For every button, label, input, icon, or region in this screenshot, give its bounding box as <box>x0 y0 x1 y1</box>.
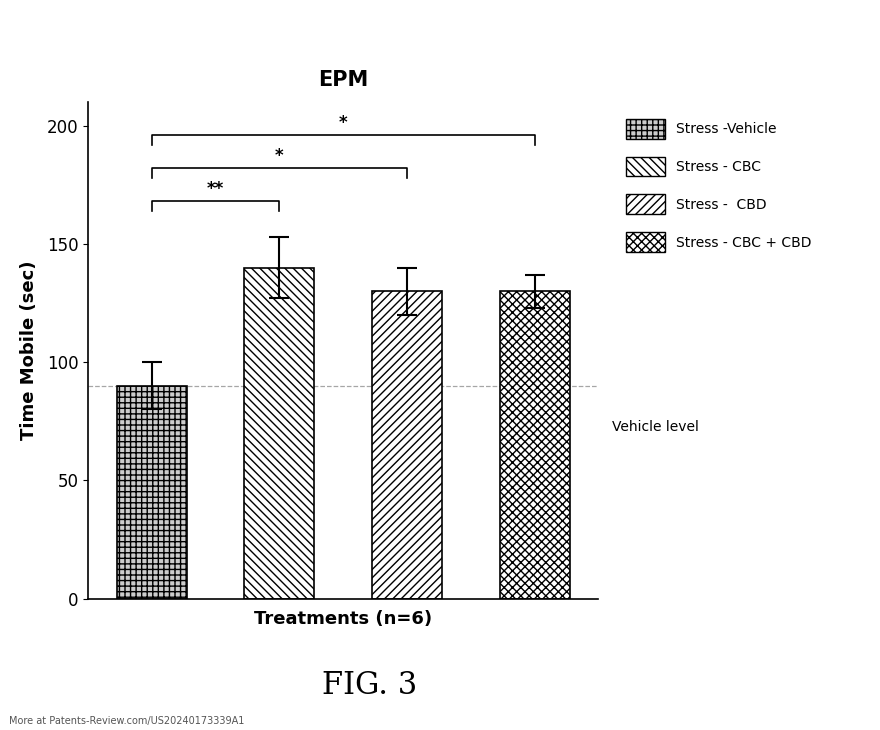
Text: **: ** <box>207 180 224 198</box>
Text: *: * <box>339 114 348 131</box>
Text: More at Patents-Review.com/US20240173339A1: More at Patents-Review.com/US20240173339… <box>9 716 244 726</box>
X-axis label: Treatments (n=6): Treatments (n=6) <box>254 610 432 628</box>
Bar <box>500 291 569 599</box>
Bar <box>245 268 314 599</box>
Legend: Stress -Vehicle, Stress - CBC, Stress -  CBD, Stress - CBC + CBD: Stress -Vehicle, Stress - CBC, Stress - … <box>626 119 811 252</box>
Bar <box>117 386 187 599</box>
Bar <box>372 291 442 599</box>
Text: Vehicle level: Vehicle level <box>612 420 699 434</box>
Title: EPM: EPM <box>318 69 369 90</box>
Text: *: * <box>275 147 283 165</box>
Text: FIG. 3: FIG. 3 <box>322 670 417 701</box>
Y-axis label: Time Mobile (sec): Time Mobile (sec) <box>20 261 39 440</box>
